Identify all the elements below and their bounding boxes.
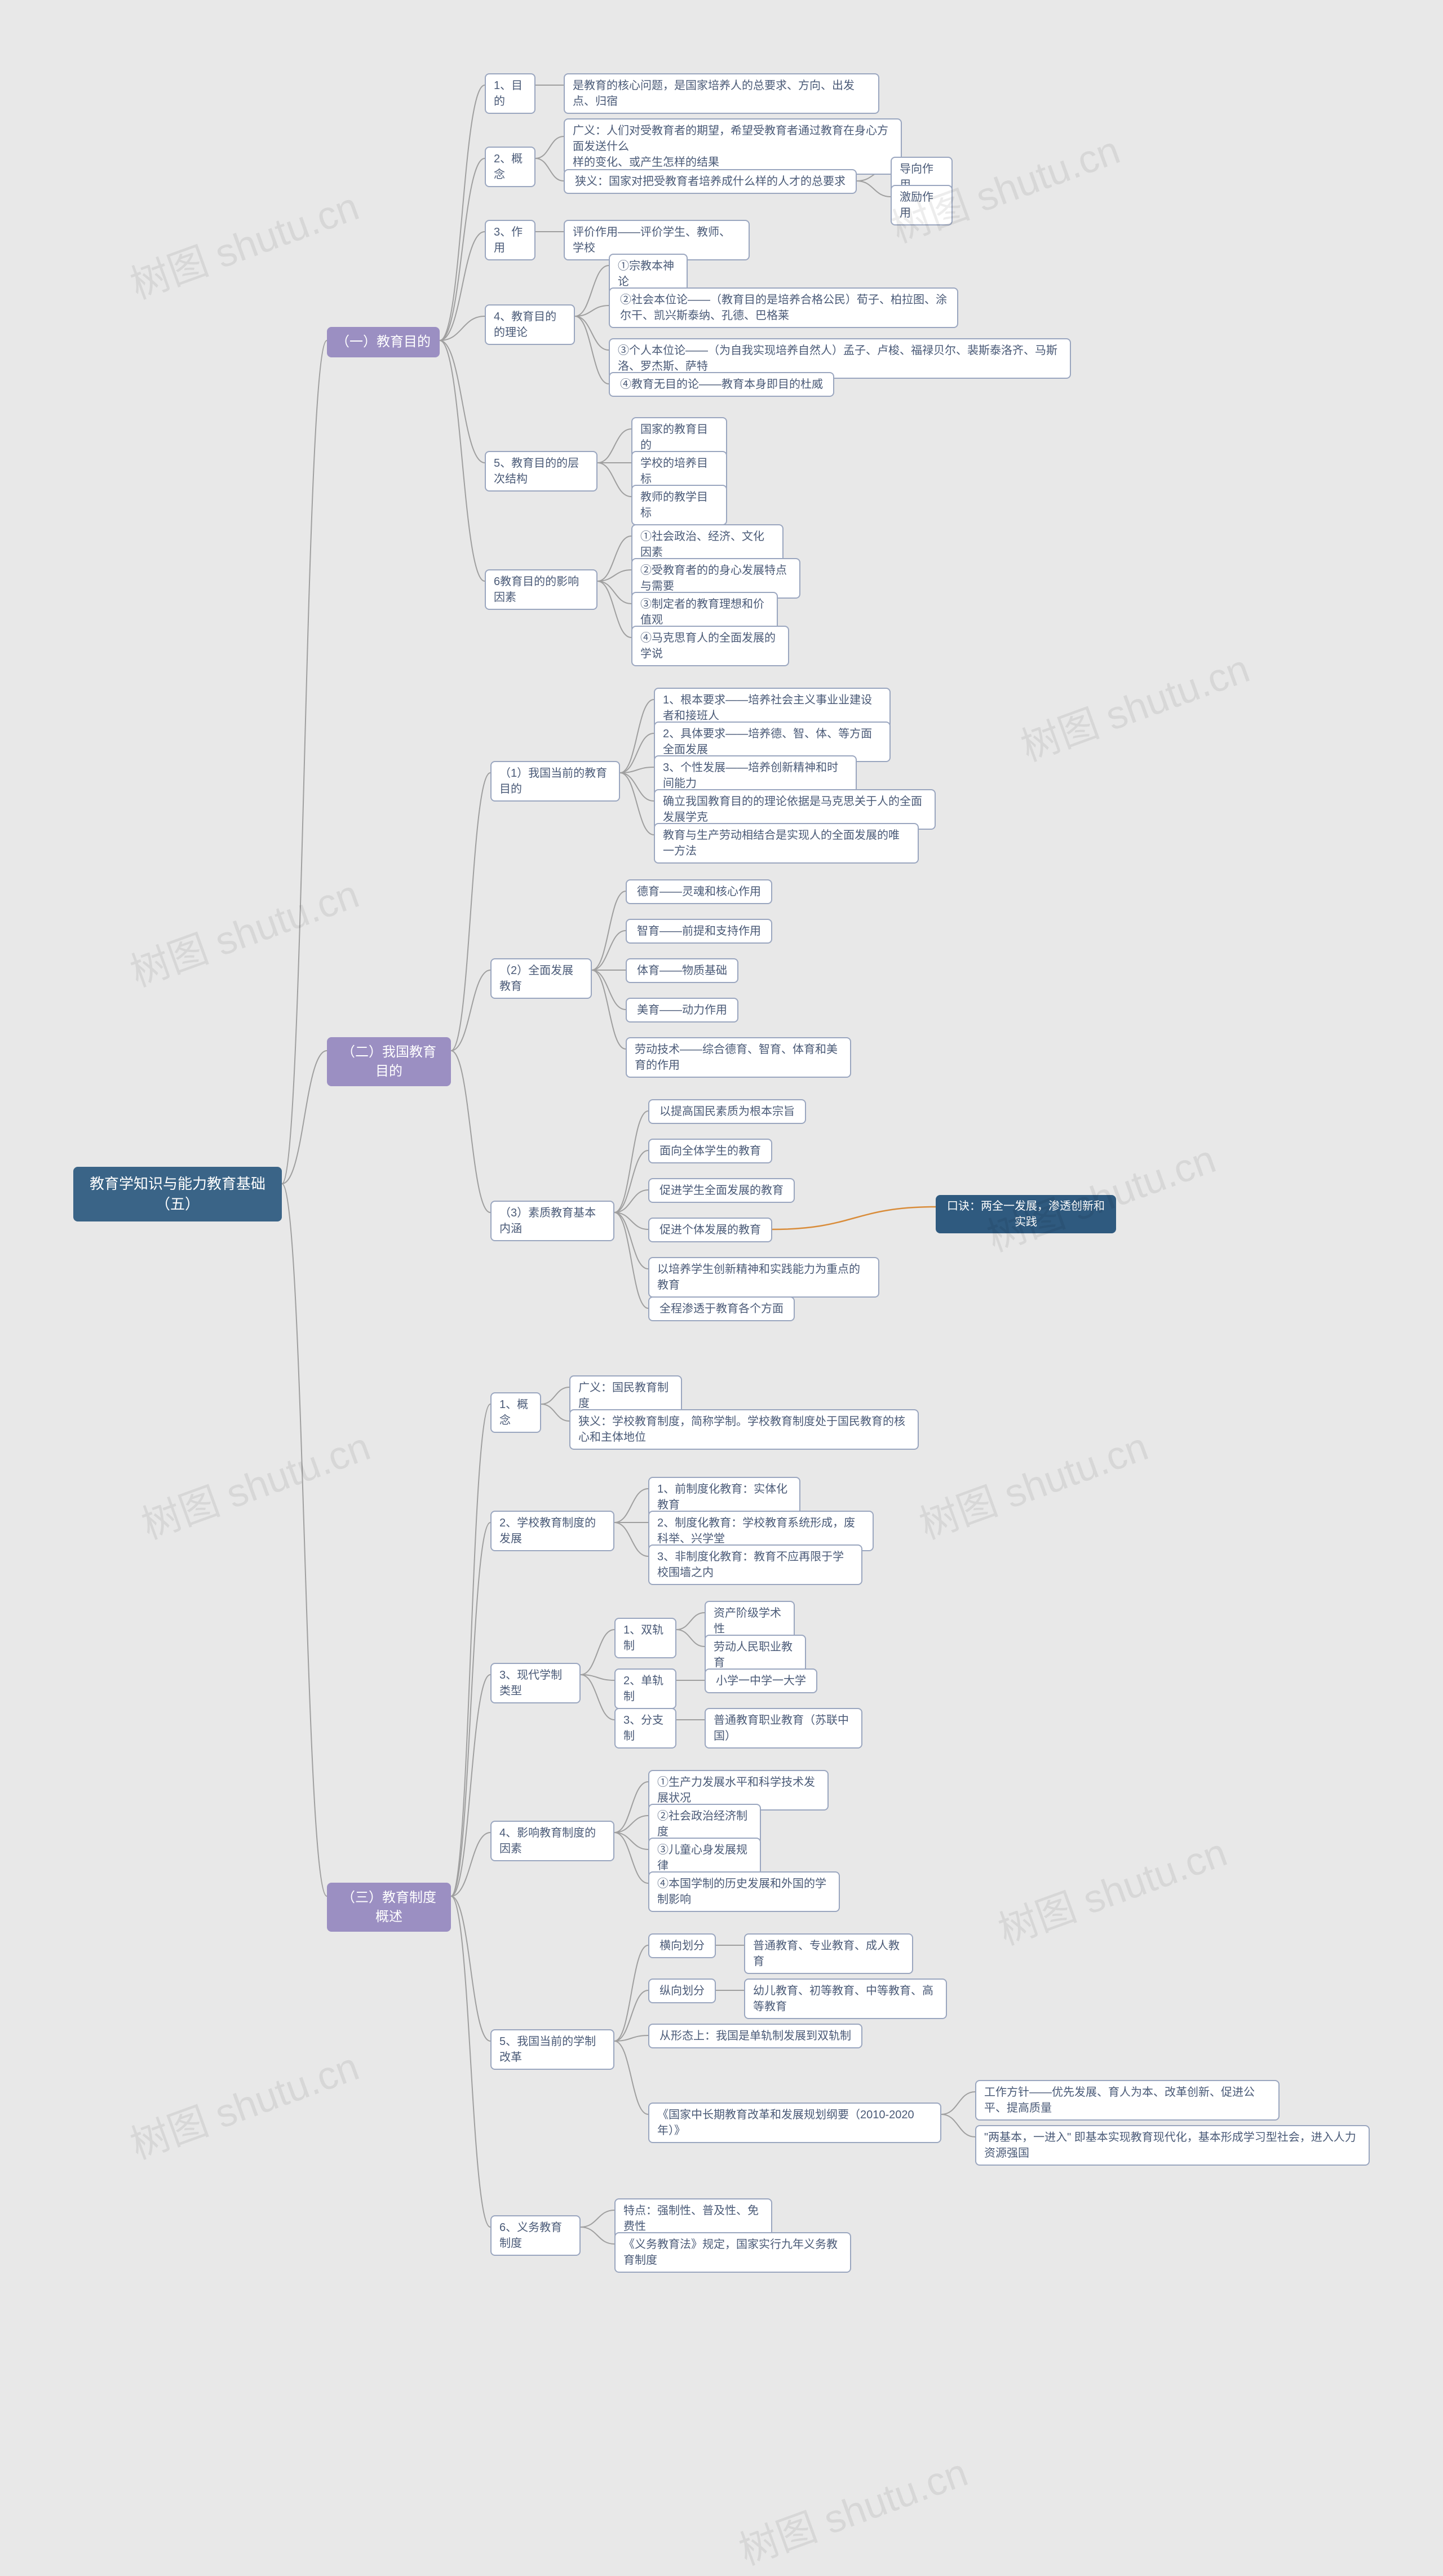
node-n2a: 广义：人们对受教育者的期望，希望受教育者通过教育在身心方面发送什么 样的变化、或…	[564, 118, 902, 175]
node-n3: 3、作用	[485, 220, 535, 260]
node-m3e: 以培养学生创新精神和实践能力为重点的教育	[648, 1257, 879, 1298]
node-p2c: 3、非制度化教育：教育不应再限于学校围墙之内	[648, 1544, 862, 1585]
node-p1: 1、概念	[490, 1392, 541, 1433]
node-p3b1: 小学一中学一大学	[705, 1668, 817, 1693]
watermark: 树图 shutu.cn	[122, 175, 366, 311]
node-p2: 2、学校教育制度的发展	[490, 1511, 614, 1551]
node-p6b: 《义务教育法》规定，国家实行九年义务教育制度	[614, 2232, 851, 2273]
node-m2b: 智育——前提和支持作用	[626, 919, 772, 944]
mindmap-canvas: 教育学知识与能力教育基础（五） （一）教育目的 1、目的是教育的核心问题，是国家培养…	[0, 0, 1443, 2568]
node-m3b: 面向全体学生的教育	[648, 1139, 772, 1163]
watermark: 树图 shutu.cn	[1012, 638, 1256, 773]
watermark: 树图 shutu.cn	[133, 1415, 377, 1551]
node-m2: （2）全面发展教育	[490, 958, 592, 999]
node-m1e: 教育与生产劳动相结合是实现人的全面发展的唯一方法	[654, 823, 919, 864]
node-m3call: 口诀：两全一发展，渗透创新和实践	[936, 1195, 1116, 1233]
node-b2: （二）我国教育目的	[327, 1037, 451, 1086]
watermark: 树图 shutu.cn	[911, 1415, 1155, 1551]
node-n2b: 狭义：国家对把受教育者培养成什么样的人才的总要求	[564, 169, 857, 194]
node-m3c: 促进学生全面发展的教育	[648, 1178, 795, 1203]
node-n4b: ②社会本位论——（教育目的是培养合格公民）荀子、柏拉图、涂 尔干、凯兴斯泰纳、孔…	[609, 287, 958, 328]
node-m1: （1）我国当前的教育目的	[490, 761, 620, 802]
node-root: 教育学知识与能力教育基础（五）	[73, 1167, 282, 1221]
node-p5d1: 工作方针——优先发展、育人为本、改革创新、促进公平、提高质量	[975, 2080, 1280, 2121]
node-n2: 2、概念	[485, 147, 535, 187]
watermark: 树图 shutu.cn	[122, 863, 366, 998]
node-n6: 6教育目的的影响因素	[485, 569, 597, 610]
node-n5: 5、教育目的的层次结构	[485, 451, 597, 492]
node-p3c: 3、分支制	[614, 1708, 676, 1749]
node-n4d: ④教育无目的论——教育本身即目的杜威	[609, 372, 834, 397]
node-m2e: 劳动技术——综合德育、智育、体育和美育的作用	[626, 1037, 851, 1078]
node-p5: 5、我国当前的学制改革	[490, 2029, 614, 2070]
node-p5a: 横向划分	[648, 1933, 716, 1958]
node-m3a: 以提高国民素质为根本宗旨	[648, 1099, 806, 1124]
node-m2c: 体育——物质基础	[626, 958, 738, 983]
node-p4: 4、影响教育制度的因素	[490, 1821, 614, 1861]
node-n5c: 教师的教学目标	[631, 485, 727, 525]
node-p3: 3、现代学制类型	[490, 1663, 581, 1703]
node-p3a: 1、双轨制	[614, 1618, 676, 1658]
node-m2d: 美育——动力作用	[626, 998, 738, 1023]
node-b1: （一）教育目的	[327, 327, 440, 357]
node-m2a: 德育——灵魂和核心作用	[626, 879, 772, 904]
watermark: 树图 shutu.cn	[990, 1821, 1234, 1957]
node-p5d2: "两基本，一进入" 即基本实现教育现代化，基本形成学习型社会，进入人力资源强国	[975, 2125, 1370, 2166]
node-p6: 6、义务教育制度	[490, 2215, 581, 2256]
node-p1b: 狭义：学校教育制度，简称学制。学校教育制度处于国民教育的核心和主体地位	[569, 1409, 919, 1450]
node-p3c1: 普通教育职业教育（苏联中国）	[705, 1708, 862, 1749]
node-b3: （三）教育制度概述	[327, 1883, 451, 1932]
node-p5b: 纵向划分	[648, 1979, 716, 2003]
node-m3d: 促进个体发展的教育	[648, 1218, 772, 1242]
node-m3f: 全程渗透于教育各个方面	[648, 1296, 795, 1321]
node-n4: 4、教育目的的理论	[485, 304, 575, 345]
watermark: 树图 shutu.cn	[731, 2441, 975, 2576]
node-m3: （3）素质教育基本内涵	[490, 1201, 614, 1241]
node-p5c: 从形态上：我国是单轨制发展到双轨制	[648, 2024, 862, 2048]
node-n1: 1、目的	[485, 73, 535, 114]
node-n2b2: 激励作用	[891, 185, 953, 225]
node-n1a: 是教育的核心问题，是国家培养人的总要求、方向、出发点、归宿	[564, 73, 879, 114]
watermark: 树图 shutu.cn	[122, 2035, 366, 2171]
node-p4d: ④本国学制的历史发展和外国的学制影响	[648, 1871, 840, 1912]
node-p5a1: 普通教育、专业教育、成人教育	[744, 1933, 913, 1974]
node-p5d: 《国家中长期教育改革和发展规划纲要（2010-2020年）》	[648, 2103, 941, 2143]
node-n6d: ④马克思育人的全面发展的学说	[631, 626, 789, 666]
node-p5b1: 幼儿教育、初等教育、中等教育、高等教育	[744, 1979, 947, 2019]
node-p3b: 2、单轨制	[614, 1668, 676, 1709]
